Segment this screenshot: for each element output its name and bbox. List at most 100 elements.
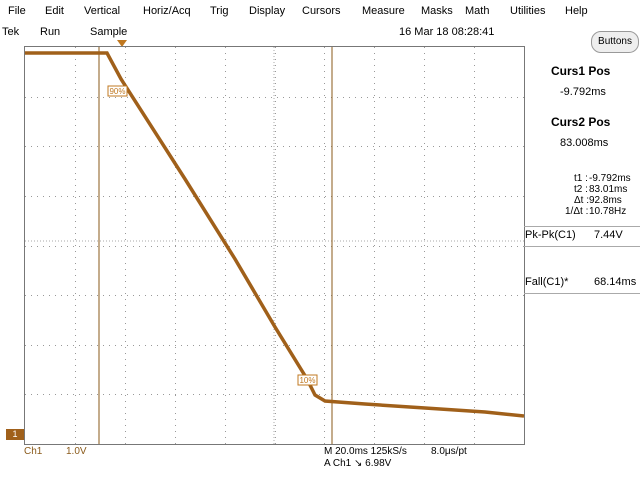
graticule-dot xyxy=(199,196,200,197)
menu-utilities[interactable]: Utilities xyxy=(510,5,546,17)
menu-masks[interactable]: Masks xyxy=(421,5,453,17)
graticule-dot xyxy=(37,345,38,346)
graticule-dot xyxy=(169,394,170,395)
graticule-dot xyxy=(324,95,325,96)
graticule-dot xyxy=(493,345,494,346)
graticule-dot xyxy=(385,246,386,247)
graticule-dot xyxy=(403,394,404,395)
graticule-dot xyxy=(271,146,272,147)
graticule-dot xyxy=(91,196,92,197)
graticule-dot xyxy=(439,97,440,98)
graticule-dot xyxy=(61,295,62,296)
graticule-dot xyxy=(125,317,126,318)
graticule-dot xyxy=(505,394,506,395)
timebase-readout[interactable]: M 20.0ms 125kS/s xyxy=(324,446,407,457)
graticule-dot xyxy=(424,119,425,120)
graticule-dot xyxy=(75,137,76,138)
graticule-dot xyxy=(121,345,122,346)
graticule-dot xyxy=(75,119,76,120)
graticule-dot xyxy=(225,311,226,312)
graticule-dot xyxy=(75,95,76,96)
ch1-volts-div[interactable]: 1.0V xyxy=(66,446,87,457)
graticule-dot xyxy=(337,394,338,395)
graticule-dot xyxy=(275,377,276,378)
graticule-dot xyxy=(247,246,248,247)
graticule-dot xyxy=(223,196,224,197)
ch1-ground-marker[interactable]: 1 xyxy=(6,429,24,440)
graticule-dot xyxy=(474,167,475,168)
trigger-readout[interactable]: A Ch1 ↘ 6.98V xyxy=(324,458,392,469)
graticule-dot xyxy=(475,196,476,197)
pkpk-label[interactable]: Pk-Pk(C1) xyxy=(525,229,576,241)
graticule-dot xyxy=(397,394,398,395)
graticule-dot xyxy=(313,146,314,147)
graticule-dot xyxy=(397,246,398,247)
graticule-dot xyxy=(324,161,325,162)
graticule-dot xyxy=(403,97,404,98)
graticule-dot xyxy=(373,97,374,98)
ch1-label[interactable]: Ch1 xyxy=(24,446,43,457)
acquisition-mode[interactable]: Sample xyxy=(90,26,128,38)
graticule-dot xyxy=(275,347,276,348)
graticule-dot xyxy=(409,394,410,395)
graticule-dot xyxy=(511,97,512,98)
graticule-dot xyxy=(424,263,425,264)
graticule-dot xyxy=(75,221,76,222)
graticule-dot xyxy=(374,311,375,312)
curs1-value[interactable]: -9.792ms xyxy=(560,86,606,98)
curs2-value[interactable]: 83.008ms xyxy=(560,137,609,149)
graticule-dot xyxy=(424,107,425,108)
menu-edit[interactable]: Edit xyxy=(45,5,64,17)
menu-help[interactable]: Help xyxy=(565,5,588,17)
graticule-dot xyxy=(151,394,152,395)
graticule-dot xyxy=(75,395,76,396)
graticule-dot xyxy=(75,245,76,246)
graticule-dot xyxy=(49,97,50,98)
graticule-dot xyxy=(424,323,425,324)
waveform-display[interactable]: 90% 10% xyxy=(24,46,525,445)
graticule-dot xyxy=(481,394,482,395)
graticule-dot xyxy=(175,365,176,366)
graticule-dot xyxy=(75,407,76,408)
graticule-dot xyxy=(75,197,76,198)
graticule-dot xyxy=(295,345,296,346)
graticule-dot xyxy=(367,345,368,346)
menu-measure[interactable]: Measure xyxy=(362,5,405,17)
fall-label[interactable]: Fall(C1)* xyxy=(525,276,569,288)
graticule-dot xyxy=(125,191,126,192)
graticule-dot xyxy=(474,311,475,312)
graticule-dot xyxy=(277,146,278,147)
graticule-dot xyxy=(403,246,404,247)
graticule-dot xyxy=(397,146,398,147)
graticule-dot xyxy=(324,407,325,408)
graticule-dot xyxy=(225,377,226,378)
menu-cursors[interactable]: Cursors xyxy=(302,5,341,17)
graticule-dot xyxy=(374,137,375,138)
graticule-dot xyxy=(103,246,104,247)
graticule-dot xyxy=(79,246,80,247)
graticule-dot xyxy=(55,196,56,197)
graticule-dot xyxy=(421,97,422,98)
graticule-dot xyxy=(217,394,218,395)
graticule-dot xyxy=(474,251,475,252)
menu-vertical[interactable]: Vertical xyxy=(84,5,121,17)
graticule-dot xyxy=(474,131,475,132)
trigger-position-marker[interactable] xyxy=(117,40,127,47)
menu-file[interactable]: File xyxy=(8,5,26,17)
graticule-dot xyxy=(481,246,482,247)
buttons-button[interactable]: Buttons xyxy=(591,31,639,53)
menu-horiz-acq[interactable]: Horiz/Acq xyxy=(143,5,191,17)
menu-display[interactable]: Display xyxy=(249,5,286,17)
graticule-dot xyxy=(275,47,276,48)
graticule-dot xyxy=(225,143,226,144)
graticule-dot xyxy=(225,47,226,48)
menu-math[interactable]: Math xyxy=(465,5,490,17)
graticule-dot xyxy=(424,209,425,210)
graticule-dot xyxy=(275,95,276,96)
graticule-dot xyxy=(225,185,226,186)
run-status[interactable]: Run xyxy=(40,26,61,38)
graticule-dot xyxy=(75,335,76,336)
graticule-dot xyxy=(225,413,226,414)
graticule-dot xyxy=(403,345,404,346)
menu-trig[interactable]: Trig xyxy=(210,5,229,17)
